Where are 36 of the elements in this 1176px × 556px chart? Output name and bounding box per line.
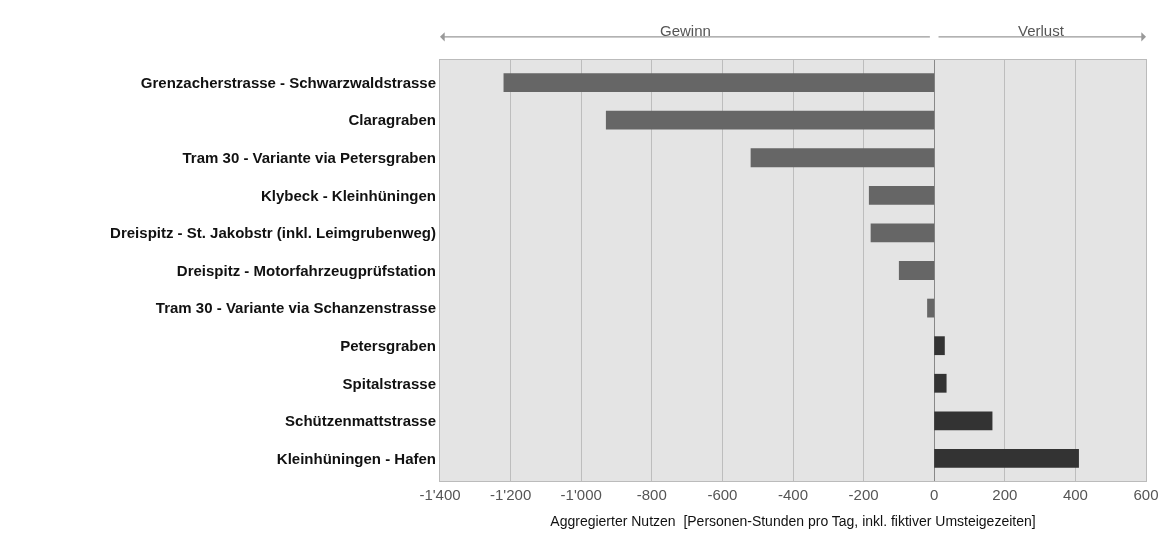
x-tick-label: -1'000 (560, 486, 602, 503)
bar (934, 373, 947, 393)
y-tick-label: Petersgraben (340, 336, 436, 354)
y-tick-label: Tram 30 - Variante via Schanzenstrasse (155, 299, 436, 317)
y-tick-label: Claragraben (348, 111, 436, 129)
x-tick-label: 0 (930, 486, 939, 503)
x-tick-label: -800 (636, 486, 667, 503)
x-tick-label: -600 (707, 486, 738, 503)
bar (934, 336, 945, 356)
y-tick-label: Tram 30 - Variante via Petersgraben (182, 148, 436, 166)
y-tick-label: Spitalstrasse (342, 374, 436, 392)
x-tick-label: -200 (848, 486, 879, 503)
bar (605, 110, 935, 130)
x-tick-label: 600 (1133, 486, 1159, 503)
x-tick-label: -1'200 (489, 486, 532, 503)
bar (750, 148, 935, 168)
x-tick-label: 200 (992, 486, 1018, 503)
x-tick-label: 400 (1062, 486, 1088, 503)
y-tick-label: Klybeck - Kleinhüningen (260, 186, 436, 204)
y-tick-label: Grenzacherstrasse - Schwarzwaldstrasse (140, 73, 436, 91)
bar (927, 298, 935, 318)
bar (934, 449, 1079, 468)
y-tick-label: Dreispitz - Motorfahrzeugprüfstation (176, 261, 436, 279)
y-tick-label: Dreispitz - St. Jakobstr (inkl. Leimgrubenweg) (110, 224, 436, 242)
y-tick-label: Schützenmattstrasse (285, 412, 436, 430)
text: Verlust (1018, 22, 1065, 39)
bar (870, 223, 935, 243)
x-tick-label: -400 (777, 486, 809, 503)
bar (898, 261, 935, 280)
bar (934, 411, 993, 431)
x-tick-label: -1'400 (419, 486, 461, 503)
bar (868, 185, 935, 205)
x-axis-title: Aggregierter Nutzen [Personen-Stunden pro Tag, inkl. fiktiver Umsteigezeiten] (550, 513, 1036, 530)
bar (503, 73, 935, 92)
y-tick-label: Kleinhüningen - Hafen (276, 449, 436, 467)
text: Gewinn (660, 22, 711, 39)
